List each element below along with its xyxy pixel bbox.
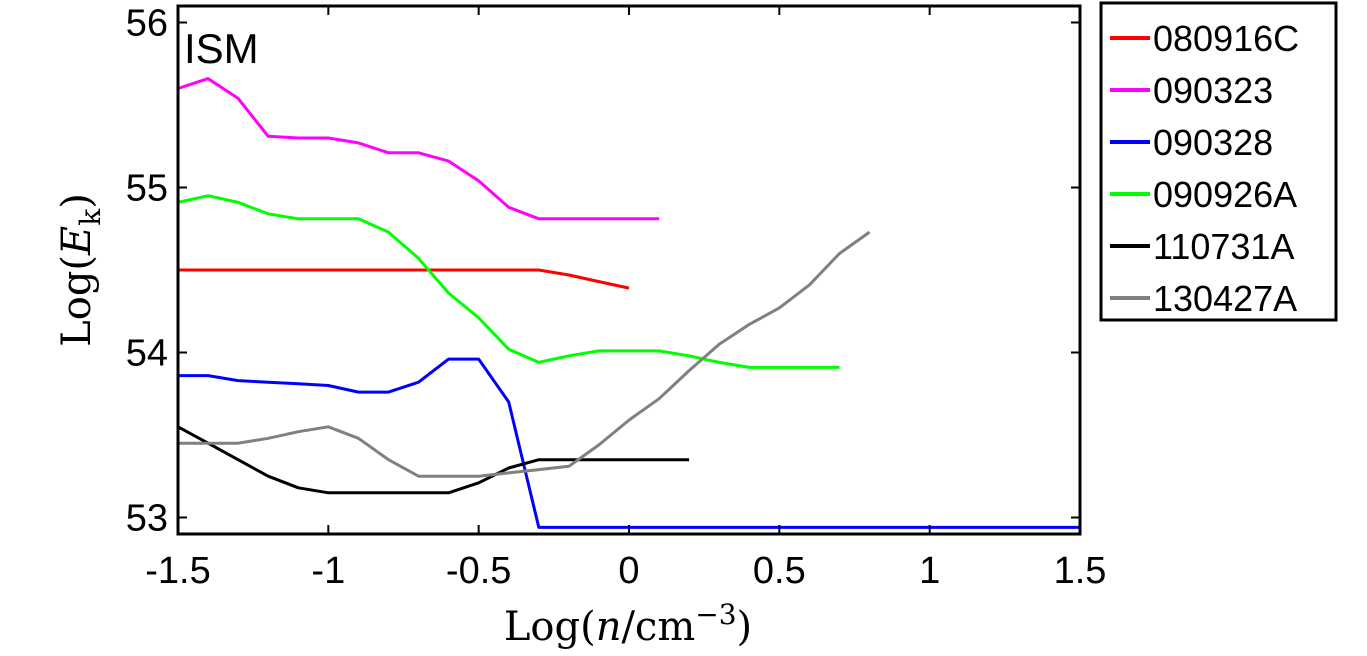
series-line-130427a [178,230,871,478]
x-tick-label: -0.5 [446,550,511,592]
y-tick-label: 56 [126,3,168,45]
x-tick-label: 0.5 [753,550,806,592]
legend-label-130427a: 130427A [1153,278,1297,319]
series-line-090926a [177,194,840,369]
plot-annotation-ism: ISM [184,25,259,72]
tick-layer: -1.5 -1 -0.5 0 0.5 1 1.5 53 54 55 56 [126,3,1107,593]
y-tick-label: 55 [126,168,168,210]
legend-label-090323: 090323 [1153,70,1273,111]
series-line-080916c [178,268,630,290]
x-tick-label: 1 [919,550,940,592]
legend: 080916C 090323 090328 090926A 110731A 130427A [1099,1,1338,322]
legend-label-080916c: 080916C [1153,18,1299,59]
series-line-090323 [177,77,660,221]
x-tick-label: 1.5 [1054,550,1107,592]
legend-label-090328: 090328 [1153,122,1273,163]
legend-label-110731a: 110731A [1153,226,1294,267]
legend-box [1099,1,1338,322]
series-line-090328 [178,357,1080,529]
x-tick-label: 0 [618,550,639,592]
y-tick-label: 53 [126,498,168,540]
x-axis-label: Log(n/cm−3) [504,598,752,650]
x-tick-label: -1.5 [145,550,210,592]
y-axis-label: Log(Ek) [54,193,107,347]
legend-label-090926a: 090926A [1153,174,1297,215]
series-layer [177,77,1080,529]
series-line-110731a [177,425,690,495]
x-tick-label: -1 [311,550,345,592]
y-tick-label: 54 [126,333,168,375]
